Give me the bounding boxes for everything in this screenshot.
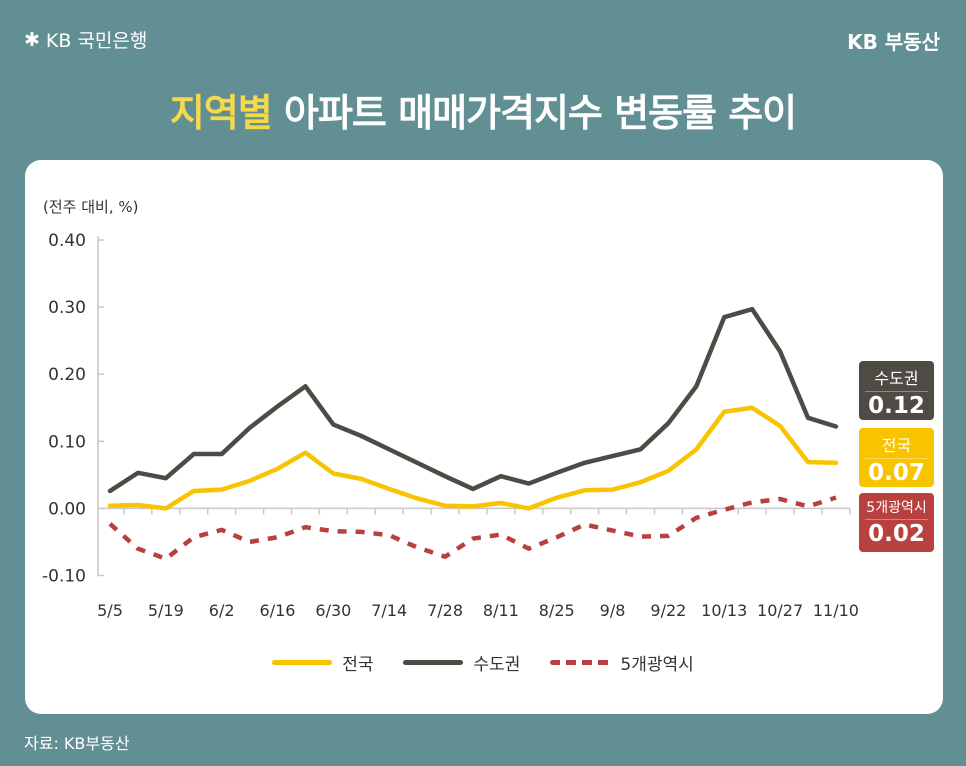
x-tick-label: 6/30 bbox=[315, 601, 351, 620]
end-label-value: 0.12 bbox=[868, 393, 925, 419]
x-tick-label: 9/8 bbox=[600, 601, 626, 620]
end-label-name: 전국 bbox=[865, 432, 928, 459]
end-label-value: 0.02 bbox=[868, 521, 925, 547]
y-axis-unit: (전주 대비, %) bbox=[43, 198, 139, 216]
legend-swatch bbox=[550, 660, 611, 665]
legend-label: 5개광역시 bbox=[620, 655, 694, 675]
end-label-value: 0.07 bbox=[868, 460, 925, 486]
y-tick-label: 0.20 bbox=[48, 365, 86, 385]
end-label-metro5: 5개광역시 0.02 bbox=[859, 493, 934, 552]
bank-name: KB 국민은행 bbox=[45, 30, 148, 52]
legend-label: 전국 bbox=[342, 655, 374, 675]
x-tick-label: 6/16 bbox=[260, 601, 296, 620]
y-tick-label: 0.30 bbox=[48, 298, 86, 318]
legend-item-metro5: 5개광역시 bbox=[550, 650, 694, 675]
x-tick-label: 8/11 bbox=[483, 601, 519, 620]
y-tick-label: 0.10 bbox=[48, 432, 86, 452]
y-tick-label: 0.00 bbox=[48, 499, 86, 519]
x-tick-label: 11/10 bbox=[813, 601, 859, 620]
kb-real-estate-logo: KB 부동산 bbox=[847, 30, 940, 54]
y-tick-label: -0.10 bbox=[42, 567, 86, 587]
end-label-name: 수도권 bbox=[865, 365, 928, 392]
legend-item-national: 전국 bbox=[272, 650, 373, 675]
legend-swatch bbox=[403, 660, 464, 665]
series-line-national bbox=[107, 405, 839, 511]
legend-item-capital: 수도권 bbox=[403, 650, 520, 675]
x-tick-label: 7/14 bbox=[371, 601, 407, 620]
end-label-capital: 수도권 0.12 bbox=[859, 361, 934, 420]
x-tick-label: 10/13 bbox=[701, 601, 747, 620]
star-logo-icon: ✱ bbox=[24, 28, 40, 51]
legend: 전국 수도권 5개광역시 bbox=[0, 650, 966, 675]
legend-swatch bbox=[272, 660, 333, 665]
legend-label: 수도권 bbox=[473, 655, 521, 675]
x-tick-label: 5/5 bbox=[97, 601, 123, 620]
kb-bank-logo: ✱ KB 국민은행 bbox=[24, 26, 147, 53]
x-tick-label: 10/27 bbox=[757, 601, 803, 620]
x-tick-label: 8/25 bbox=[539, 601, 575, 620]
title-highlight: 지역별 bbox=[169, 91, 273, 135]
x-tick-label: 5/19 bbox=[148, 601, 184, 620]
x-tick-label: 7/28 bbox=[427, 601, 463, 620]
title-rest: 아파트 매매가격지수 변동률 추이 bbox=[271, 91, 797, 135]
source-note: 자료: KB부동산 bbox=[24, 734, 130, 753]
y-tick-label: 0.40 bbox=[48, 231, 86, 251]
end-label-name: 5개광역시 bbox=[865, 497, 928, 520]
page-title: 지역별 아파트 매매가격지수 변동률 추이 bbox=[0, 82, 966, 137]
end-label-national: 전국 0.07 bbox=[859, 428, 934, 487]
series-line-capital bbox=[107, 306, 839, 494]
x-tick-label: 6/2 bbox=[209, 601, 235, 620]
x-tick-label: 9/22 bbox=[650, 601, 686, 620]
